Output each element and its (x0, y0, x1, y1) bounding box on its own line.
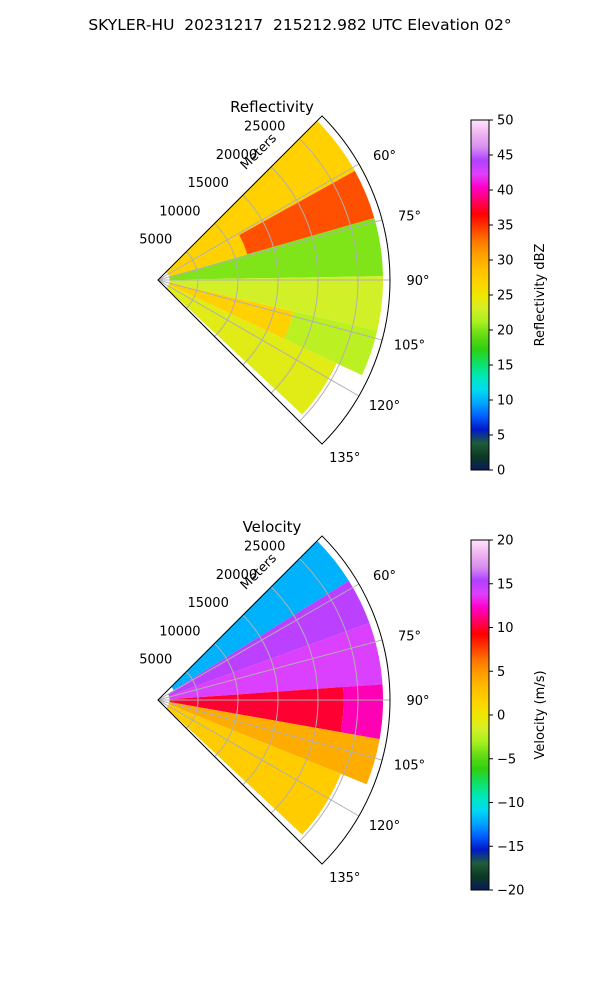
colorbar (470, 119, 490, 471)
radial-tick-label: 25000 (244, 540, 285, 555)
radial-tick-label: 15000 (187, 176, 228, 191)
data-region-1 (168, 235, 248, 277)
colorbar-tick-label: 45 (497, 149, 514, 164)
data-region-2 (239, 170, 375, 255)
azimuth-tick-label: 120° (369, 819, 400, 834)
radial-tick-label: 10000 (159, 624, 200, 639)
reflectivity-panel: Reflectivity 5000 10000 15000 20000 25000 60° 7… (139, 98, 548, 479)
data-region-4 (340, 684, 384, 740)
data-region-3 (169, 687, 344, 733)
azimuth-gridline-60 (157, 583, 360, 701)
colorbar-tick-label: 40 (497, 184, 514, 199)
colorbar-tick-label: 5 (497, 429, 505, 444)
radial-tick-label: 20000 (216, 148, 257, 163)
data-region-1 (167, 580, 370, 697)
azimuth-tick-label: 90° (406, 694, 429, 709)
data-region-5 (168, 282, 294, 339)
radial-tick-label: 5000 (139, 233, 172, 248)
colorbar-tick-label: 10 (497, 621, 514, 636)
azimuth-gridline-120 (157, 279, 360, 397)
colorbar-tick-label: 0 (497, 709, 505, 724)
colorbar-tick-label: 25 (497, 289, 514, 304)
colorbar-label: Velocity (m/s) (533, 670, 548, 759)
data-region-3 (169, 217, 384, 280)
radial-tick-label: 5000 (139, 653, 172, 668)
data-region-7 (166, 284, 337, 415)
colorbar-tick-label: −15 (497, 840, 524, 855)
azimuth-tick-label: 120° (369, 399, 400, 414)
axes-frame (157, 535, 391, 865)
data-region-5 (168, 702, 380, 785)
data-region-0 (171, 540, 349, 691)
chart-title: Reflectivity (230, 98, 314, 116)
colorbar-label: Reflectivity dBZ (533, 244, 548, 347)
azimuth-gridline-75 (157, 219, 383, 281)
azimuth-tick-label: 60° (373, 569, 396, 584)
radial-tick-label: 15000 (187, 596, 228, 611)
data-region-0 (166, 120, 355, 275)
data-region-6 (284, 311, 378, 376)
azimuth-gridline-60 (157, 163, 360, 281)
colorbar-tick-label: 15 (497, 359, 514, 374)
colorbar-tick-label: 50 (497, 114, 514, 129)
data-region-6 (166, 704, 341, 835)
data-region-2 (168, 623, 383, 700)
velocity-panel: Velocity 5000 10000 15000 20000 25000 60° 75° 90… (139, 518, 548, 899)
axes-frame (157, 115, 391, 445)
azimuth-tick-label: 105° (394, 339, 425, 354)
azimuth-tick-label: 90° (406, 274, 429, 289)
chart-title: Velocity (243, 518, 302, 536)
azimuth-gridline-105 (157, 279, 383, 341)
radial-tick-label: 20000 (216, 568, 257, 583)
colorbar-tick-label: 10 (497, 394, 514, 409)
colorbar-tick-label: −20 (497, 884, 524, 899)
colorbar-tick-label: 30 (497, 254, 514, 269)
radial-tick-label: 10000 (159, 204, 200, 219)
colorbar-tick-label: 15 (497, 577, 514, 592)
colorbar-tick-label: 20 (497, 534, 514, 549)
colorbar-tick-label: 35 (497, 219, 514, 234)
azimuth-tick-label: 135° (329, 451, 360, 466)
colorbar-tick-label: −10 (497, 796, 524, 811)
data-layer (166, 540, 384, 835)
azimuth-gridline-120 (157, 699, 360, 817)
colorbar-tick-label: 0 (497, 464, 505, 479)
azimuth-tick-label: 60° (373, 149, 396, 164)
data-layer (166, 120, 384, 415)
azimuth-gridline-105 (157, 699, 383, 761)
colorbar (470, 539, 490, 891)
azimuth-gridline-75 (157, 639, 383, 701)
figure-title: SKYLER-HU 20231217 215212.982 UTC Elevat… (88, 16, 512, 34)
azimuth-tick-label: 135° (329, 871, 360, 886)
azimuth-tick-label: 75° (398, 629, 421, 644)
azimuth-tick-label: 75° (398, 209, 421, 224)
colorbar-tick-label: 5 (497, 665, 505, 680)
colorbar-tick-label: −5 (497, 752, 516, 767)
azimuth-tick-label: 105° (394, 759, 425, 774)
radial-tick-label: 25000 (244, 120, 285, 135)
colorbar-tick-label: 20 (497, 324, 514, 339)
